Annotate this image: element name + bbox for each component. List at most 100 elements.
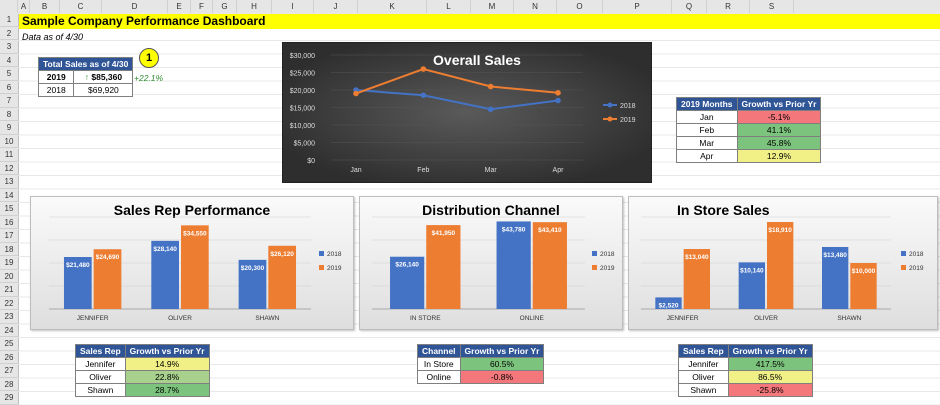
- column-header[interactable]: K: [358, 0, 427, 13]
- row-header[interactable]: 9: [0, 121, 18, 135]
- column-header[interactable]: Q: [672, 0, 707, 13]
- legend-swatch: [319, 265, 324, 270]
- store-growth-table: Sales Rep Growth vs Prior Yr Jennifer 417…: [678, 344, 813, 397]
- bar-2018: [738, 262, 765, 309]
- row-header[interactable]: 13: [0, 175, 18, 189]
- row-header[interactable]: 1: [0, 13, 18, 27]
- row-header[interactable]: 2: [0, 27, 18, 40]
- category-label: IN STORE: [410, 315, 441, 322]
- column-header[interactable]: H: [237, 0, 272, 13]
- overall-sales-chart[interactable]: Overall Sales $0 $5,000 $10,000 $15,000 $20,0…: [282, 42, 652, 183]
- data-label: $43,780: [502, 226, 526, 233]
- y-tick-label: $15,000: [290, 106, 315, 113]
- channel-col-header: Channel: [417, 344, 461, 358]
- growth-value: 86.5%: [727, 370, 813, 384]
- y-tick-label: $30,000: [290, 53, 315, 60]
- row-header[interactable]: 28: [0, 378, 18, 391]
- column-header[interactable]: C: [60, 0, 102, 13]
- data-label: $10,140: [740, 267, 764, 274]
- legend-label: 2019: [600, 265, 615, 272]
- row-header[interactable]: 25: [0, 337, 18, 351]
- growth-value: 28.7%: [124, 383, 210, 397]
- select-all-corner[interactable]: [0, 0, 18, 13]
- column-header[interactable]: I: [272, 0, 314, 13]
- row-header[interactable]: 6: [0, 81, 18, 94]
- data-as-of-note: Data as of 4/30: [22, 32, 84, 42]
- row-label: Shawn: [678, 383, 729, 397]
- row-header[interactable]: 4: [0, 54, 18, 67]
- column-header[interactable]: N: [514, 0, 557, 13]
- in-store-sales-chart[interactable]: In Store Sales $2,520 $13,040 JENNIFER $10,…: [628, 196, 938, 330]
- column-header[interactable]: F: [191, 0, 213, 13]
- channel-growth-table: Channel Growth vs Prior Yr In Store 60.5%…: [417, 344, 545, 384]
- column-header[interactable]: R: [707, 0, 750, 13]
- bar-2019: [532, 222, 567, 309]
- row-header[interactable]: 22: [0, 297, 18, 310]
- data-label: $21,480: [66, 262, 90, 269]
- table-row: In Store 60.5%: [417, 357, 545, 371]
- legend-swatch: [901, 251, 906, 256]
- column-header[interactable]: S: [750, 0, 794, 13]
- growth-value: -0.8%: [459, 370, 545, 384]
- column-header[interactable]: J: [314, 0, 358, 13]
- row-header[interactable]: 5: [0, 67, 18, 81]
- row-header[interactable]: 20: [0, 270, 18, 283]
- row-header[interactable]: 15: [0, 202, 18, 216]
- sales-2019-value: $85,360: [91, 72, 123, 82]
- chart-title: Sales Rep Performance: [113, 202, 271, 218]
- row-header[interactable]: 29: [0, 391, 18, 405]
- column-header[interactable]: M: [471, 0, 514, 13]
- row-header[interactable]: 11: [0, 148, 18, 162]
- data-label: $26,140: [395, 262, 419, 269]
- column-header[interactable]: A: [18, 0, 30, 13]
- data-label: $13,480: [823, 252, 847, 259]
- row-header[interactable]: 8: [0, 108, 18, 121]
- sales-rep-svg: $21,480 $24,690 JENNIFER $28,140 $34,550 OLIV…: [49, 216, 342, 322]
- x-tick-label: Mar: [485, 167, 498, 174]
- year-2018-cell: 2018: [37, 83, 75, 97]
- column-header[interactable]: B: [30, 0, 60, 13]
- data-label: $41,950: [432, 230, 456, 237]
- data-point: [353, 90, 359, 97]
- column-header[interactable]: O: [557, 0, 603, 13]
- y-tick-label: $25,000: [290, 71, 315, 78]
- row-header[interactable]: 17: [0, 229, 18, 243]
- sales-2018-cell: $69,920: [73, 83, 134, 97]
- row-header[interactable]: 7: [0, 94, 18, 108]
- bar-2018: [655, 297, 682, 309]
- row-header[interactable]: 3: [0, 40, 18, 54]
- growth-value: 22.8%: [124, 370, 210, 384]
- legend-label: 2019: [909, 265, 924, 272]
- column-header[interactable]: E: [168, 0, 191, 13]
- row-header[interactable]: 26: [0, 351, 18, 364]
- row-label: Online: [417, 370, 461, 384]
- row-label: Jan: [676, 110, 738, 124]
- row-header[interactable]: 19: [0, 256, 18, 270]
- column-header[interactable]: L: [427, 0, 471, 13]
- row-header[interactable]: 21: [0, 283, 18, 297]
- legend-label: 2018: [600, 251, 615, 258]
- category-label: OLIVER: [168, 315, 192, 322]
- row-header[interactable]: 16: [0, 216, 18, 229]
- bar-2019: [268, 245, 297, 309]
- table-row: Feb 41.1%: [676, 123, 822, 137]
- data-label: $26,120: [270, 251, 294, 258]
- growth-value: -25.8%: [727, 383, 813, 397]
- row-header[interactable]: 24: [0, 324, 18, 337]
- row-header[interactable]: 14: [0, 189, 18, 202]
- distribution-channel-chart[interactable]: Distribution Channel $26,140 $41,950 IN ST…: [359, 196, 623, 330]
- data-label: $34,550: [183, 230, 207, 237]
- row-header[interactable]: 23: [0, 310, 18, 324]
- column-header[interactable]: D: [102, 0, 168, 13]
- row-header[interactable]: 12: [0, 162, 18, 175]
- row-label: Apr: [676, 149, 738, 163]
- column-header[interactable]: P: [603, 0, 672, 13]
- sales-rep-chart[interactable]: Sales Rep Performance $21,480 $24,690 JENN…: [30, 196, 354, 330]
- legend-label: 2019: [620, 117, 636, 124]
- column-header[interactable]: G: [213, 0, 237, 13]
- distribution-svg: $26,140 $41,950 IN STORE $43,780 $43,410 ONLI…: [372, 216, 615, 322]
- data-label: $28,140: [153, 246, 177, 253]
- row-header[interactable]: 18: [0, 243, 18, 256]
- row-header[interactable]: 27: [0, 364, 18, 378]
- row-header[interactable]: 10: [0, 135, 18, 148]
